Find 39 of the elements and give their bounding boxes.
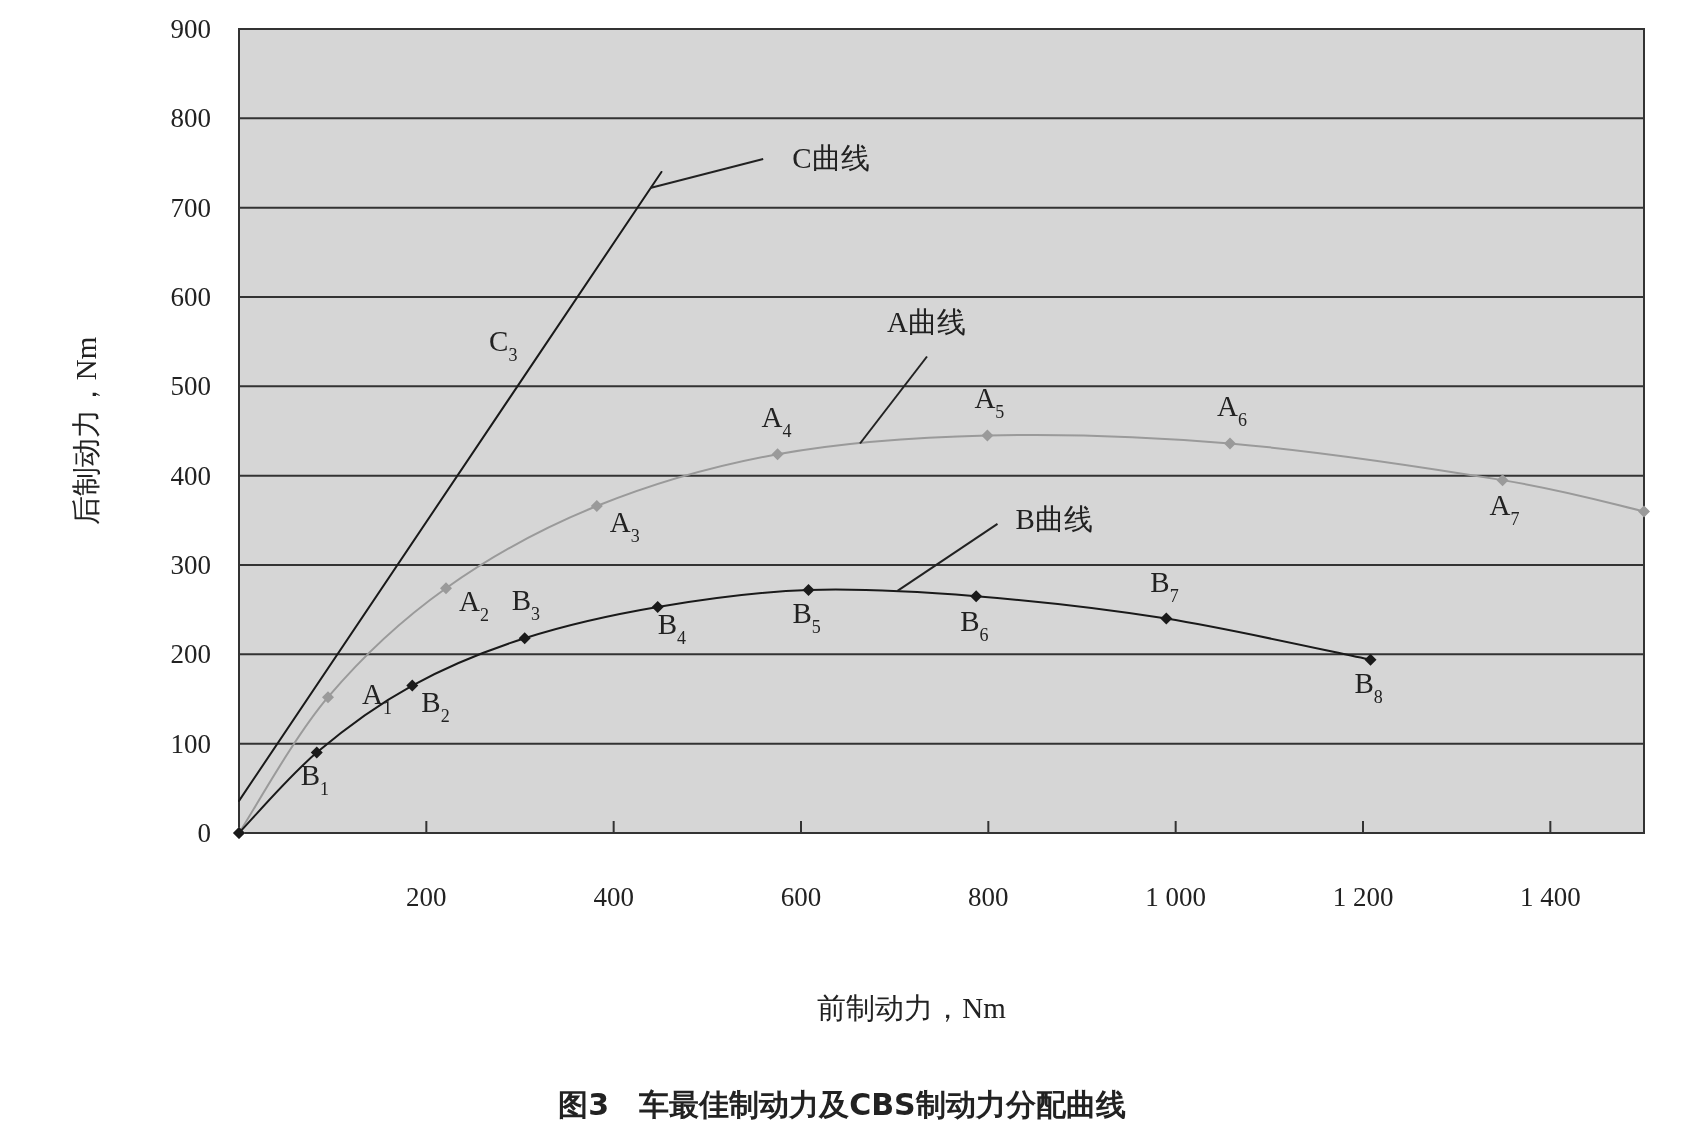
annotation: B$_{8}$ (1354, 666, 1383, 707)
annotation: A$_{7}$ (1489, 489, 1520, 530)
y-tick-label: 400 (170, 460, 211, 491)
annotation: A$_{3}$ (609, 506, 640, 547)
annotation: B$_{1}$ (300, 758, 330, 799)
annotation: A$_{5}$ (974, 382, 1005, 423)
annotation: B$_{4}$ (657, 607, 687, 648)
x-tick-label: 1 400 (1519, 882, 1581, 912)
annotation: B$_{6}$ (960, 605, 989, 646)
annotation: A$_{6}$ (1216, 389, 1247, 430)
x-tick-label: 600 (780, 882, 822, 912)
x-tick-label: 400 (593, 882, 634, 912)
annotation: B$_{3}$ (511, 584, 541, 625)
y-axis-title: 后制动力，Nm (70, 336, 102, 526)
text: 图3 车最佳制动力及CBS制动力分配曲线 (558, 1087, 1126, 1122)
y-tick-label: 100 (170, 728, 211, 759)
x-axis-title: 前制动力，Nm (817, 992, 1007, 1024)
y-tick-label: 700 (170, 192, 211, 223)
annotation: C曲线 (792, 142, 870, 175)
annotation: C$_{3}$ (489, 324, 518, 365)
annotation: B$_{7}$ (1150, 565, 1179, 606)
annotation: A$_{2}$ (459, 585, 489, 626)
x-tick-label: 200 (406, 882, 447, 912)
annotation: A曲线 (887, 305, 966, 338)
y-tick-label: 800 (170, 103, 211, 134)
y-tick-label: 0 (197, 818, 211, 848)
x-tick-label: 1 200 (1332, 882, 1394, 912)
annotation: B$_{2}$ (421, 685, 450, 726)
x-tick-label: 800 (968, 882, 1009, 912)
y-tick-label: 200 (170, 639, 211, 670)
annotation: A$_{4}$ (761, 401, 792, 442)
annotation: A$_{1}$ (361, 678, 392, 719)
y-tick-label: 300 (170, 550, 211, 580)
y-tick-label: 600 (170, 282, 211, 312)
annotation: B$_{5}$ (792, 597, 821, 638)
y-tick-label: 500 (170, 371, 211, 402)
x-tick-label: 1 000 (1145, 882, 1207, 912)
annotation: B曲线 (1015, 502, 1093, 535)
y-tick-label: 900 (170, 14, 211, 44)
